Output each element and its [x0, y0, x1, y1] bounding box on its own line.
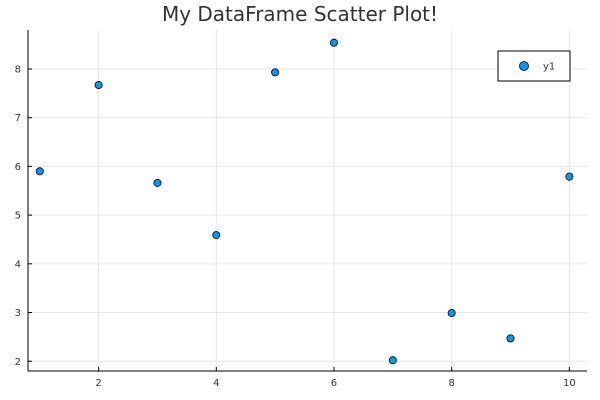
data-point	[388, 356, 397, 365]
y-tick-label: 4	[15, 259, 21, 270]
x-tick-label: 4	[213, 378, 219, 389]
y-tick-label: 6	[15, 162, 21, 173]
chart-title: My DataFrame Scatter Plot!	[161, 2, 439, 26]
y-tick-label: 7	[15, 113, 21, 124]
data-points	[35, 38, 574, 365]
y-tick-label: 5	[15, 211, 21, 222]
y-tick-label: 3	[15, 308, 21, 319]
data-point	[271, 68, 280, 77]
y-tick-label: 8	[15, 64, 21, 75]
legend: y1	[497, 50, 571, 82]
data-point	[153, 178, 162, 187]
legend-box	[497, 50, 571, 82]
grid-lines	[28, 30, 587, 371]
x-tick-label: 6	[331, 378, 337, 389]
axes	[27, 30, 587, 372]
data-point	[329, 38, 338, 47]
legend-label: y1	[543, 62, 555, 73]
data-point	[565, 172, 574, 181]
data-point	[212, 231, 221, 240]
data-point	[94, 81, 103, 90]
tick-labels: 2 4 6 8 10 2 3 4 5 6 7 8	[15, 64, 576, 389]
data-point	[447, 309, 456, 318]
y-tick-label: 2	[15, 357, 21, 368]
data-point	[35, 167, 44, 176]
x-tick-label: 2	[95, 378, 101, 389]
x-tick-label: 10	[563, 378, 576, 389]
data-point	[506, 334, 515, 343]
x-tick-label: 8	[448, 378, 454, 389]
legend-marker	[519, 61, 529, 71]
